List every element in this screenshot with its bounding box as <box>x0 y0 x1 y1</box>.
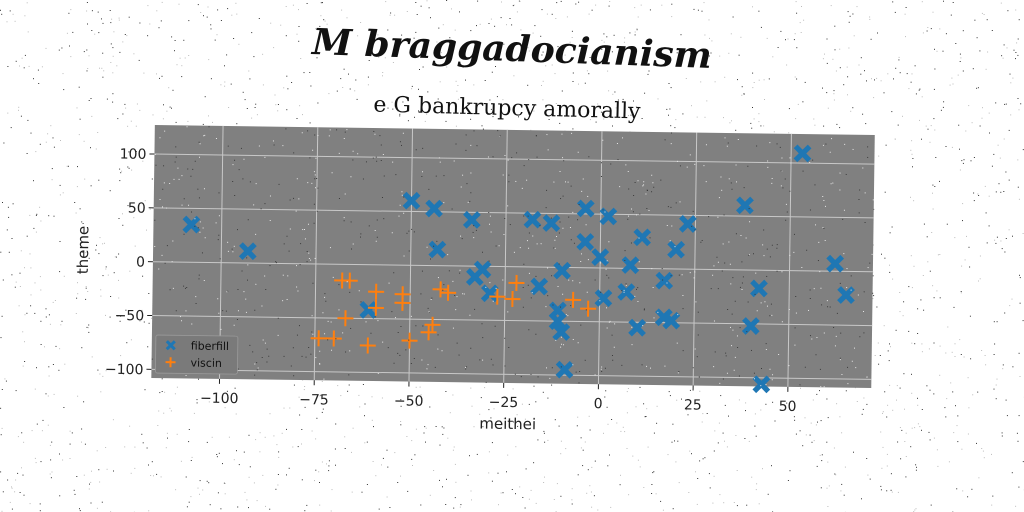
legend: fiberfill viscin <box>155 334 239 375</box>
point-fiberfill <box>553 261 572 280</box>
point-viscin <box>565 291 582 308</box>
y-grid-line <box>154 153 875 165</box>
x-tick-label: −25 <box>489 395 519 411</box>
point-fiberfill <box>428 240 447 259</box>
point-fiberfill <box>617 283 636 301</box>
point-viscin <box>325 330 342 347</box>
legend-plus-symbol <box>165 357 176 368</box>
x-tick-label: −50 <box>394 393 424 409</box>
y-tick-label: 50 <box>128 201 146 217</box>
point-fiberfill <box>599 207 618 226</box>
y-axis-ticks: −100 −50 0 50 100 <box>105 147 155 379</box>
point-fiberfill <box>182 215 201 234</box>
point-fiberfill <box>473 260 492 279</box>
point-fiberfill <box>750 279 768 298</box>
point-viscin <box>401 332 418 349</box>
x-tick-label: −100 <box>200 391 239 408</box>
point-fiberfill <box>678 215 697 233</box>
legend-marker-viscin <box>165 357 176 368</box>
x-axis-label: meithei <box>479 415 536 434</box>
point-fiberfill <box>542 214 561 233</box>
point-viscin <box>341 272 358 289</box>
point-fiberfill <box>523 210 542 229</box>
x-tick-label: 0 <box>594 396 603 412</box>
x-axis-ticks: −100 −75 −50 −25 0 25 50 <box>200 378 797 415</box>
data-points <box>151 126 874 394</box>
y-tick-label: 100 <box>120 147 147 163</box>
point-fiberfill <box>576 232 595 251</box>
point-viscin <box>504 291 521 308</box>
x-tick-label: 25 <box>684 397 702 413</box>
point-fiberfill <box>402 191 421 210</box>
point-fiberfill <box>752 375 771 394</box>
y-tick-label: 0 <box>136 254 145 270</box>
legend-label-fiberfill: fiberfill <box>191 340 229 354</box>
legend-box <box>155 334 239 375</box>
y-axis-label: theme <box>74 226 93 275</box>
legend-x-symbol <box>165 340 176 351</box>
point-fiberfill <box>548 312 567 331</box>
point-fiberfill <box>736 196 754 215</box>
point-viscin <box>394 294 411 311</box>
point-fiberfill <box>826 254 845 273</box>
point-fiberfill <box>594 289 613 308</box>
point-viscin <box>580 300 597 317</box>
point-viscin <box>420 324 437 341</box>
point-fiberfill <box>238 242 257 261</box>
y-tick-label: −100 <box>105 362 144 379</box>
x-tick-label: −75 <box>299 392 329 408</box>
point-viscin <box>359 337 376 354</box>
point-viscin <box>432 281 449 298</box>
point-fiberfill <box>591 248 610 267</box>
point-fiberfill <box>662 311 681 330</box>
point-fiberfill <box>621 256 640 275</box>
y-grid-line <box>152 261 873 273</box>
point-fiberfill <box>741 317 760 335</box>
point-viscin <box>368 283 385 300</box>
y-grid-line <box>153 207 874 219</box>
x-tick-label: 50 <box>779 399 797 415</box>
y-tick-label: −50 <box>115 308 145 324</box>
point-fiberfill <box>555 360 574 379</box>
point-fiberfill <box>793 144 812 163</box>
point-fiberfill <box>633 228 652 247</box>
point-viscin <box>440 284 457 301</box>
point-fiberfill <box>576 199 595 218</box>
point-fiberfill <box>655 271 674 290</box>
x-grid-line <box>503 129 508 383</box>
point-fiberfill <box>552 323 571 341</box>
point-fiberfill <box>628 318 647 337</box>
legend-label-viscin: viscin <box>190 357 222 370</box>
legend-marker-fiberfill <box>165 340 176 351</box>
point-viscin <box>424 316 441 333</box>
point-fiberfill <box>425 199 444 218</box>
x-grid-line <box>787 133 792 387</box>
x-grid-line <box>692 132 698 386</box>
point-viscin <box>508 274 525 291</box>
point-fiberfill <box>462 210 481 229</box>
point-viscin <box>310 330 327 347</box>
point-fiberfill <box>667 240 686 259</box>
point-fiberfill <box>359 301 378 319</box>
point-viscin <box>367 299 384 316</box>
y-grid-line <box>151 368 872 380</box>
plot-area <box>151 124 875 389</box>
point-fiberfill <box>530 277 549 296</box>
point-viscin <box>489 288 506 305</box>
point-viscin <box>337 310 354 327</box>
point-fiberfill <box>480 284 499 303</box>
